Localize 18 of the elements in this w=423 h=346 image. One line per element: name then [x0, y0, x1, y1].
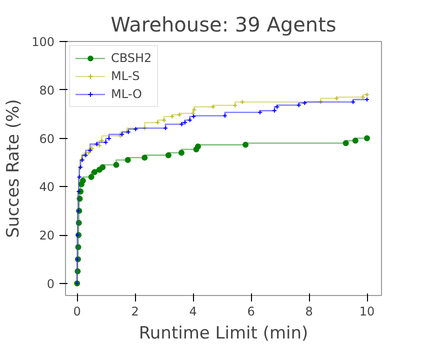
legend-label: ML-S	[111, 69, 140, 83]
x-tick-label: 10	[359, 304, 375, 318]
x-tick-label: 8	[305, 304, 313, 318]
x-axis-title: Runtime Limit (min)	[138, 324, 308, 344]
legend-label: CBSH2	[111, 51, 152, 65]
x-tick-label: 4	[189, 304, 197, 318]
y-tick-label: 80	[39, 83, 55, 98]
x-tick-label: 2	[131, 304, 139, 318]
y-tick-label: 20	[39, 228, 55, 243]
chart-title: Warehouse: 39 Agents	[110, 12, 336, 36]
y-tick-label: 0	[46, 276, 55, 291]
y-tick-label: 40	[39, 180, 55, 194]
x-tick-label: 6	[247, 304, 255, 318]
y-axis-title: Succes Rate (%)	[4, 99, 24, 238]
y-tick-label: 60	[39, 132, 55, 146]
legend-label: ML-O	[111, 87, 142, 101]
x-tick-label: 0	[73, 304, 81, 318]
y-tick-label: 100	[32, 35, 54, 49]
